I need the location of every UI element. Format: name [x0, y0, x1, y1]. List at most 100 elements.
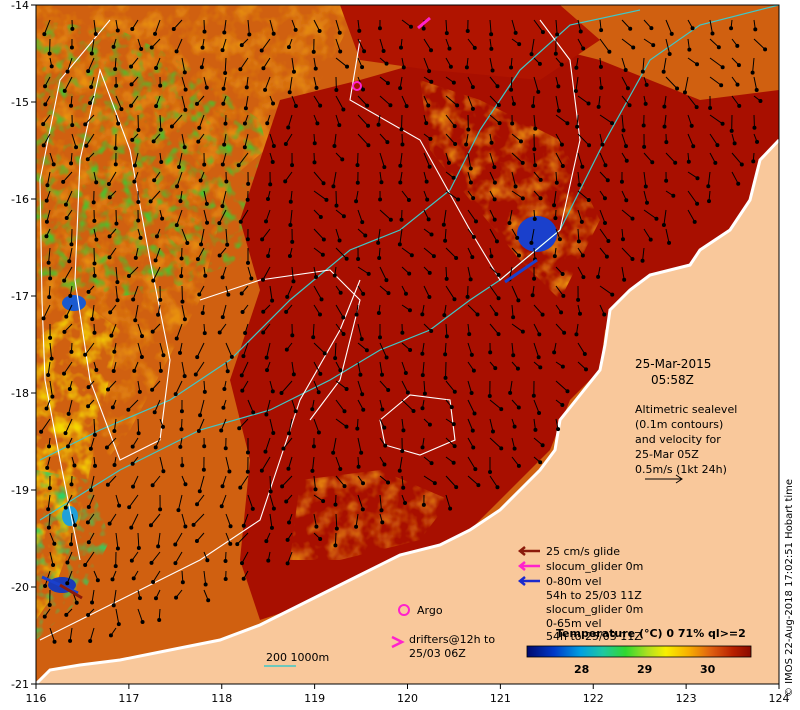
velocity-arrow-head	[46, 444, 51, 449]
velocity-arrow-head	[360, 220, 365, 225]
velocity-arrow-head	[736, 181, 741, 186]
velocity-arrow	[113, 418, 117, 432]
velocity-arrow	[445, 190, 459, 200]
velocity-arrow-head	[426, 103, 431, 108]
velocity-arrow-head	[156, 544, 161, 549]
velocity-arrow-head	[126, 273, 131, 278]
velocity-arrow-head	[356, 257, 361, 262]
velocity-arrow-head	[464, 142, 469, 147]
velocity-arrow	[174, 532, 183, 545]
velocity-arrow-head	[85, 157, 90, 162]
velocity-arrow-head	[716, 45, 721, 50]
velocity-arrow-head	[107, 234, 112, 239]
velocity-arrow-head	[622, 277, 627, 282]
velocity-arrow-head	[442, 313, 447, 318]
velocity-arrow-head	[552, 254, 557, 259]
velocity-arrow	[555, 285, 564, 297]
velocity-arrow-head	[193, 372, 198, 377]
velocity-arrow-head	[239, 561, 244, 566]
velocity-arrow-head	[89, 84, 94, 89]
credit: © IMOS 22-Aug-2018 17:02:51 Hobart time	[784, 479, 795, 697]
velocity-arrow-head	[266, 253, 271, 258]
velocity-arrow-head	[599, 28, 604, 33]
velocity-arrow-head	[366, 143, 371, 148]
velocity-arrow-head	[261, 309, 266, 314]
velocity-arrow-head	[311, 444, 316, 449]
velocity-arrow-head	[69, 161, 74, 166]
velocity-arrow	[241, 361, 249, 376]
velocity-arrow	[511, 304, 514, 318]
velocity-arrow-head	[533, 163, 538, 168]
velocity-arrow	[91, 304, 95, 320]
velocity-arrow-head	[531, 393, 536, 398]
velocity-arrow	[643, 190, 648, 203]
velocity-arrow-head	[126, 407, 131, 412]
velocity-arrow	[137, 323, 143, 337]
velocity-arrow-head	[475, 312, 480, 317]
velocity-arrow-head	[183, 482, 188, 487]
velocity-arrow	[269, 19, 275, 34]
velocity-arrow	[203, 190, 208, 204]
velocity-arrow-head	[362, 49, 367, 54]
velocity-arrow-head	[409, 253, 414, 258]
velocity-arrow-head	[271, 144, 276, 149]
velocity-arrow-head	[140, 620, 145, 625]
velocity-arrow-head	[86, 289, 91, 294]
velocity-arrow-head	[360, 65, 365, 70]
velocity-arrow-head	[69, 349, 74, 354]
velocity-arrow	[84, 342, 95, 356]
velocity-arrow-head	[246, 181, 251, 186]
velocity-arrow-head	[114, 83, 119, 88]
velocity-arrow-head	[316, 390, 321, 395]
x-tick-label: 118	[211, 692, 232, 705]
x-tick-label: 120	[397, 692, 418, 705]
velocity-arrow-head	[507, 221, 512, 226]
velocity-arrow	[154, 399, 161, 413]
velocity-arrow-head	[240, 388, 245, 393]
velocity-arrow-head	[270, 389, 275, 394]
velocity-arrow-head	[400, 142, 405, 147]
date-line-1: 25-Mar-2015	[635, 357, 711, 371]
svg-text:0.5m/s (1kt 24h): 0.5m/s (1kt 24h)	[635, 463, 727, 476]
velocity-arrow	[48, 247, 51, 263]
velocity-arrow-head	[318, 103, 323, 108]
velocity-arrow-head	[365, 103, 370, 108]
velocity-arrow-head	[62, 371, 67, 376]
velocity-arrow-head	[315, 121, 320, 126]
velocity-arrow	[222, 304, 227, 318]
velocity-arrow-head	[532, 276, 537, 281]
velocity-arrow	[265, 209, 271, 222]
velocity-arrow-head	[113, 67, 118, 72]
velocity-arrow-head	[287, 90, 292, 95]
velocity-arrow-head	[198, 413, 203, 418]
velocity-arrow	[555, 152, 564, 167]
velocity-arrow	[291, 266, 294, 282]
velocity-arrow	[335, 247, 348, 260]
velocity-arrow	[46, 209, 51, 222]
velocity-arrow-head	[735, 82, 740, 87]
velocity-arrow-head	[51, 563, 56, 568]
velocity-arrow	[245, 95, 249, 109]
velocity-arrow	[181, 513, 186, 527]
velocity-arrow-head	[398, 163, 403, 168]
velocity-arrow	[511, 19, 517, 33]
velocity-arrow-head	[67, 387, 72, 392]
x-tick-label: 122	[583, 692, 604, 705]
velocity-arrow	[489, 399, 502, 410]
velocity-arrow	[731, 152, 743, 165]
velocity-arrow-head	[285, 294, 290, 299]
sst-green-lowerleft	[36, 470, 110, 640]
velocity-arrow-head	[581, 46, 586, 51]
velocity-arrow-head	[664, 140, 669, 145]
velocity-arrow-head	[429, 79, 434, 84]
velocity-arrow	[264, 437, 271, 452]
velocity-arrow	[262, 266, 271, 280]
velocity-arrow-head	[488, 350, 493, 355]
velocity-arrow	[181, 57, 186, 73]
velocity-arrow-head	[468, 166, 473, 171]
velocity-arrow-head	[361, 481, 366, 486]
velocity-arrow-head	[153, 596, 158, 601]
velocity-arrow-head	[586, 197, 591, 202]
velocity-arrow-head	[398, 45, 403, 50]
velocity-arrow-head	[196, 139, 201, 144]
